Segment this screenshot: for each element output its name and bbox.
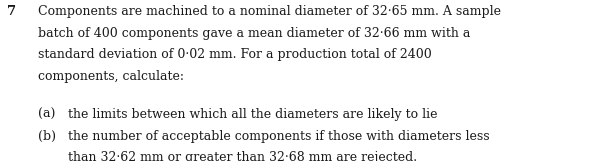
Text: the number of acceptable components if those with diameters less: the number of acceptable components if t…	[68, 130, 489, 143]
Text: than 32·62 mm or greater than 32·68 mm are rejected.: than 32·62 mm or greater than 32·68 mm a…	[68, 151, 417, 161]
Text: components, calculate:: components, calculate:	[38, 70, 184, 83]
Text: 7: 7	[7, 5, 16, 18]
Text: Components are machined to a nominal diameter of 32·65 mm. A sample: Components are machined to a nominal dia…	[38, 5, 501, 18]
Text: the limits between which all the diameters are likely to lie: the limits between which all the diamete…	[68, 108, 437, 121]
Text: (a): (a)	[38, 108, 56, 121]
Text: (b): (b)	[38, 130, 56, 143]
Text: standard deviation of 0·02 mm. For a production total of 2400: standard deviation of 0·02 mm. For a pro…	[38, 48, 432, 61]
Text: batch of 400 components gave a mean diameter of 32·66 mm with a: batch of 400 components gave a mean diam…	[38, 27, 471, 40]
